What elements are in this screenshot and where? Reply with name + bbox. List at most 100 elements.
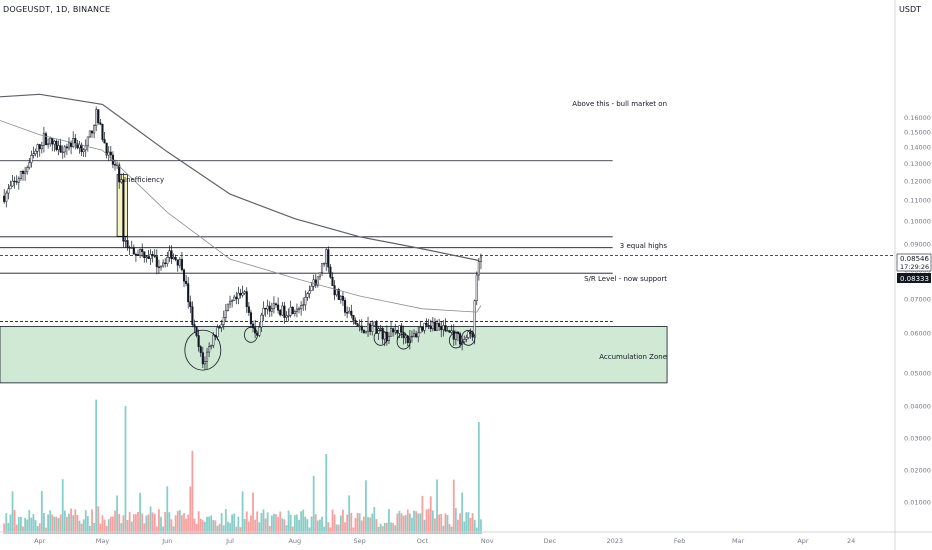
candle-body — [113, 164, 117, 166]
volume-bar — [360, 520, 363, 534]
volume-bar — [316, 520, 319, 534]
candle-body — [404, 335, 407, 339]
candle-body — [343, 300, 347, 313]
volume-bar — [212, 519, 215, 534]
volume-bar — [95, 399, 98, 534]
candle-body — [55, 140, 58, 150]
volume-bar — [425, 509, 428, 534]
candle-body — [333, 285, 336, 296]
volume-bar — [82, 519, 85, 534]
volume-bar — [400, 513, 403, 534]
candle-body — [473, 300, 476, 338]
volume-bar — [224, 509, 227, 534]
volume-bar — [126, 520, 129, 534]
volume-bar — [438, 514, 441, 534]
time-tick-label: Oct — [417, 537, 429, 545]
candle-body — [310, 286, 313, 292]
candle-body — [9, 185, 12, 190]
volume-bar — [132, 514, 135, 534]
volume-bar — [283, 519, 286, 534]
price-tick-label: 0.12000 — [904, 177, 931, 185]
volume-bar — [323, 526, 326, 534]
candle-body — [38, 144, 41, 150]
candle-body — [239, 292, 242, 296]
volume-bar — [388, 509, 390, 534]
price-badges: 0.08546 17:29:26 0.08333 — [896, 253, 932, 283]
candle-body — [279, 310, 282, 316]
candle-body — [394, 329, 397, 333]
candle-body — [458, 333, 462, 345]
candle-body — [331, 276, 334, 286]
volume-bar — [287, 510, 290, 534]
candle-body — [423, 322, 426, 331]
volume-bar — [337, 524, 340, 534]
time-tick-label: Apr — [34, 537, 46, 545]
volume-bar — [227, 521, 229, 534]
volume-bar — [30, 517, 33, 534]
volume-bar — [130, 521, 133, 534]
candle-body — [364, 330, 367, 334]
volume-bar — [457, 519, 459, 534]
candle-body — [316, 276, 319, 286]
volume-bar — [120, 523, 123, 534]
time-tick-label: Feb — [674, 537, 686, 545]
volume-bar — [247, 521, 250, 534]
candle-body — [120, 179, 123, 183]
volume-tick-label: 0.03000 — [904, 435, 931, 443]
candle-body — [78, 144, 81, 149]
volume-bar — [174, 515, 177, 534]
volume-bar — [471, 513, 474, 534]
candle-body — [463, 339, 466, 343]
candles — [3, 106, 483, 370]
candle-body — [346, 312, 349, 314]
candle-body — [375, 321, 378, 334]
volume-bar — [354, 518, 357, 534]
candle-body — [295, 308, 298, 312]
volume-bar — [191, 450, 194, 534]
candle-body — [205, 351, 209, 362]
candle-body — [425, 322, 428, 326]
moving-average-short — [0, 120, 482, 313]
candle-body — [314, 279, 317, 286]
volume-bar — [99, 523, 102, 534]
time-axis[interactable]: Apr May Jun Jul Aug Sep Oct Nov Dec 2023 Feb Mar Apr… — [0, 531, 932, 545]
candle-body — [438, 323, 441, 327]
price-tick-label: 0.09000 — [904, 241, 931, 249]
volume-bar — [80, 523, 83, 534]
candle-body — [90, 130, 94, 134]
candle-body — [477, 261, 480, 276]
candle-body — [88, 130, 91, 138]
volume-bar — [195, 523, 198, 534]
sr-level-label: S/R Level - now support — [584, 275, 667, 283]
candle-body — [197, 335, 200, 347]
candle-body — [126, 240, 129, 248]
candle-body — [26, 167, 29, 173]
volume-bar — [281, 518, 284, 534]
candle-body — [141, 249, 144, 253]
volume-bar — [149, 506, 152, 534]
candle-body — [143, 251, 146, 259]
volume-bar — [442, 525, 445, 534]
candle-body — [251, 323, 255, 328]
accumulation-zone-label: Accumulation Zone — [599, 353, 667, 361]
candle-body — [47, 143, 50, 146]
volume-bar — [141, 513, 144, 534]
volume-bar — [419, 513, 422, 534]
volume-bar — [222, 525, 225, 534]
volume-bar — [160, 516, 162, 534]
volume-bar — [40, 490, 43, 534]
candle-body — [189, 301, 192, 307]
candle-body — [339, 295, 342, 300]
volume-bar — [26, 519, 29, 534]
candle-body — [291, 306, 294, 314]
candle-body — [93, 125, 96, 134]
candle-body — [467, 331, 470, 338]
candle-body — [95, 109, 98, 127]
candle-body — [105, 142, 108, 156]
volume-bar — [17, 516, 20, 534]
candle-body — [262, 307, 265, 316]
price-tick-label: 0.06000 — [904, 329, 931, 337]
candle-body — [266, 305, 269, 310]
candle-body — [260, 314, 263, 328]
